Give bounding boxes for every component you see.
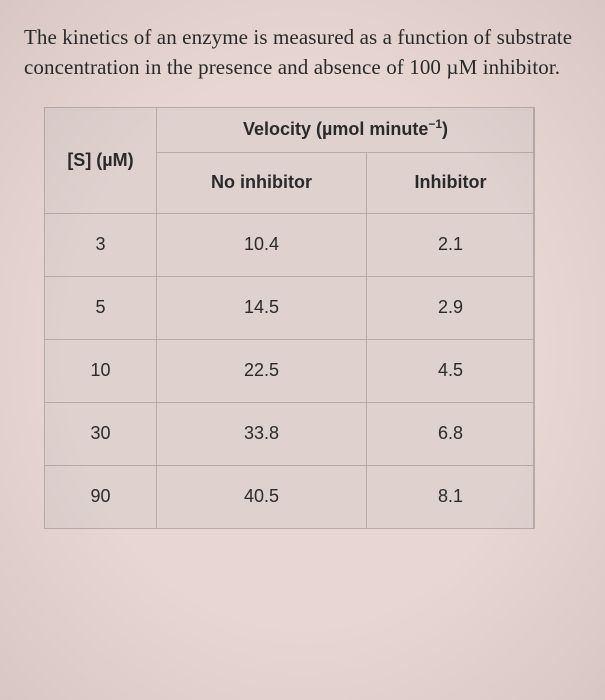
header-velocity-prefix: Velocity (µmol minute	[243, 119, 428, 139]
cell-s: 30	[45, 402, 157, 465]
cell-inhibitor: 2.1	[367, 213, 535, 276]
cell-no-inhibitor: 33.8	[157, 402, 367, 465]
cell-no-inhibitor: 10.4	[157, 213, 367, 276]
cell-inhibitor: 2.9	[367, 276, 535, 339]
kinetics-table: [S] (µM) Velocity (µmol minute−1) No inh…	[44, 107, 535, 529]
table-row: 10 22.5 4.5	[45, 339, 535, 402]
header-velocity: Velocity (µmol minute−1)	[157, 107, 535, 152]
header-velocity-exp: −1	[428, 117, 442, 131]
table-row: 90 40.5 8.1	[45, 465, 535, 528]
table-row: 5 14.5 2.9	[45, 276, 535, 339]
cell-no-inhibitor: 22.5	[157, 339, 367, 402]
cell-inhibitor: 4.5	[367, 339, 535, 402]
cell-s: 3	[45, 213, 157, 276]
question-prompt: The kinetics of an enzyme is measured as…	[24, 22, 581, 83]
cell-s: 90	[45, 465, 157, 528]
header-inhibitor: Inhibitor	[367, 152, 535, 213]
cell-no-inhibitor: 40.5	[157, 465, 367, 528]
cell-no-inhibitor: 14.5	[157, 276, 367, 339]
header-no-inhibitor: No inhibitor	[157, 152, 367, 213]
header-substrate: [S] (µM)	[45, 107, 157, 213]
table-row: 30 33.8 6.8	[45, 402, 535, 465]
cell-s: 10	[45, 339, 157, 402]
table-row: 3 10.4 2.1	[45, 213, 535, 276]
kinetics-table-container: [S] (µM) Velocity (µmol minute−1) No inh…	[44, 107, 534, 529]
cell-inhibitor: 8.1	[367, 465, 535, 528]
cell-s: 5	[45, 276, 157, 339]
header-velocity-suffix: )	[442, 119, 448, 139]
cell-inhibitor: 6.8	[367, 402, 535, 465]
